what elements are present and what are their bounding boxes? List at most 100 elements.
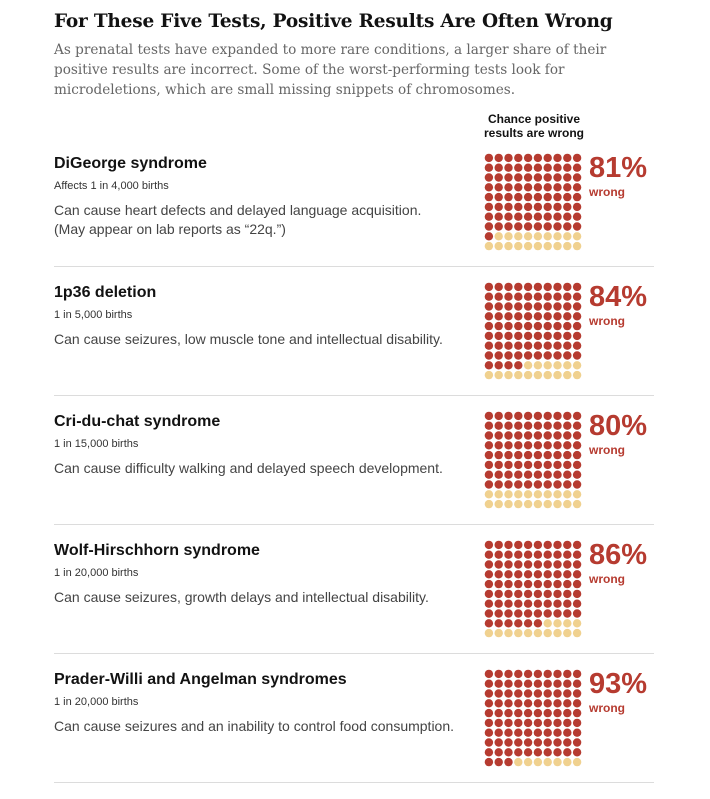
dot-wrong bbox=[563, 748, 572, 757]
dot-wrong bbox=[572, 222, 582, 231]
dot-wrong bbox=[543, 450, 552, 460]
dot-wrong bbox=[514, 361, 523, 370]
dot-wrong bbox=[563, 163, 572, 172]
dot-wrong bbox=[484, 361, 494, 370]
dot-wrong bbox=[504, 609, 513, 618]
dot-wrong bbox=[533, 282, 543, 292]
dot-wrong bbox=[514, 708, 523, 718]
dot-correct bbox=[553, 499, 562, 509]
dot-wrong bbox=[553, 441, 562, 450]
dot-wrong bbox=[572, 341, 582, 350]
dot-correct bbox=[494, 370, 503, 380]
dot-wrong bbox=[523, 589, 533, 599]
dot-wrong bbox=[523, 570, 533, 579]
dot-wrong bbox=[533, 421, 543, 430]
dot-wrong bbox=[504, 470, 513, 479]
dot-wrong bbox=[504, 579, 513, 589]
dot-wrong bbox=[504, 699, 513, 708]
test-description: Can cause seizures and an inability to c… bbox=[54, 718, 455, 734]
dot-wrong bbox=[484, 173, 494, 182]
dot-wrong bbox=[504, 202, 513, 212]
dot-wrong bbox=[553, 560, 562, 569]
dot-wrong bbox=[543, 728, 552, 737]
percent-label: 84% bbox=[589, 281, 648, 313]
dot-correct bbox=[543, 490, 552, 499]
dot-wrong bbox=[572, 421, 582, 430]
dot-wrong bbox=[572, 689, 582, 698]
dot-wrong bbox=[533, 540, 543, 550]
dot-wrong bbox=[553, 341, 562, 350]
dot-wrong bbox=[553, 312, 562, 321]
dot-wrong bbox=[553, 589, 562, 599]
dot-wrong bbox=[563, 699, 572, 708]
dot-wrong bbox=[553, 550, 562, 559]
dot-wrong bbox=[523, 470, 533, 479]
dot-wrong bbox=[523, 421, 533, 430]
dot-wrong bbox=[514, 411, 523, 421]
dot-wrong bbox=[543, 202, 552, 212]
dot-wrong bbox=[523, 480, 533, 489]
dot-wrong bbox=[504, 312, 513, 321]
dot-wrong bbox=[572, 728, 582, 737]
dot-wrong bbox=[533, 570, 543, 579]
dot-correct bbox=[572, 361, 582, 370]
dot-correct bbox=[553, 361, 562, 370]
dot-wrong bbox=[523, 222, 533, 231]
dot-correct bbox=[533, 499, 543, 509]
dot-wrong bbox=[563, 560, 572, 569]
dot-wrong bbox=[572, 192, 582, 202]
dot-wrong bbox=[523, 312, 533, 321]
dot-wrong bbox=[553, 699, 562, 708]
column-header: Chance positive results are wrong bbox=[483, 112, 585, 140]
dot-wrong bbox=[484, 341, 494, 350]
dot-wrong bbox=[484, 728, 494, 737]
dot-wrong bbox=[543, 441, 552, 450]
dot-wrong bbox=[504, 689, 513, 698]
dot-wrong bbox=[494, 738, 503, 747]
dot-wrong bbox=[563, 441, 572, 450]
dot-wrong bbox=[572, 331, 582, 341]
dot-wrong bbox=[572, 470, 582, 479]
wrong-label: wrong bbox=[589, 443, 625, 457]
dot-wrong bbox=[494, 421, 503, 430]
dot-wrong bbox=[523, 619, 533, 628]
dot-wrong bbox=[514, 689, 523, 698]
dot-wrong bbox=[533, 718, 543, 728]
dot-wrong bbox=[533, 708, 543, 718]
dot-wrong bbox=[572, 202, 582, 212]
dot-correct bbox=[484, 241, 494, 251]
dot-wrong bbox=[533, 738, 543, 747]
dot-wrong bbox=[572, 599, 582, 608]
dot-wrong bbox=[484, 599, 494, 608]
dot-wrong bbox=[533, 411, 543, 421]
dot-correct bbox=[523, 370, 533, 380]
dot-wrong bbox=[494, 202, 503, 212]
dot-wrong bbox=[533, 302, 543, 311]
dot-wrong bbox=[514, 212, 523, 221]
dot-wrong bbox=[494, 589, 503, 599]
test-description: Can cause heart defects and delayed lang… bbox=[54, 202, 422, 237]
dot-wrong bbox=[484, 431, 494, 440]
percent-label: 86% bbox=[589, 539, 648, 571]
dot-wrong bbox=[484, 757, 494, 767]
dot-wrong bbox=[523, 183, 533, 192]
dot-wrong bbox=[504, 540, 513, 550]
dot-wrong bbox=[523, 540, 533, 550]
dot-correct bbox=[494, 232, 503, 241]
dot-wrong bbox=[484, 718, 494, 728]
test-name: Cri-du-chat syndrome bbox=[54, 413, 221, 430]
dot-wrong bbox=[484, 222, 494, 231]
dot-wrong bbox=[563, 708, 572, 718]
dot-wrong bbox=[553, 183, 562, 192]
dot-wrong bbox=[533, 431, 543, 440]
dot-wrong bbox=[543, 689, 552, 698]
dot-wrong bbox=[563, 431, 572, 440]
dot-wrong bbox=[514, 589, 523, 599]
dot-wrong bbox=[563, 192, 572, 202]
dot-wrong bbox=[563, 292, 572, 301]
dot-wrong bbox=[563, 312, 572, 321]
test-row: Cri-du-chat syndrome 1 in 15,000 births … bbox=[54, 396, 654, 525]
dot-correct bbox=[553, 757, 562, 767]
dot-wrong bbox=[504, 669, 513, 679]
dot-wrong bbox=[523, 609, 533, 618]
